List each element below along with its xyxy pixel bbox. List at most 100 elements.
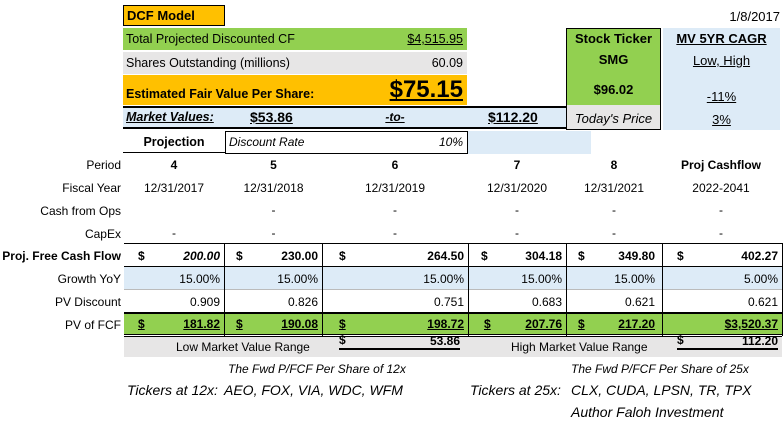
market-to: -to-	[385, 109, 405, 124]
stock-ticker-label: Stock Ticker	[574, 31, 653, 46]
growth-cell: 15.00%	[521, 272, 562, 286]
label-pv-fcf: PV of FCF	[64, 318, 121, 332]
growth-row-bg	[124, 267, 782, 289]
label-growth: Growth YoY	[57, 272, 121, 286]
fcf-cell: 200.00	[183, 249, 220, 263]
pv-fcf-dollar: $	[339, 317, 346, 331]
col-divider	[468, 243, 469, 336]
cash-ops-cell: -	[515, 203, 519, 217]
tickers-12x-label: Tickers at 12x:	[127, 382, 218, 398]
high-range-dollar: $	[677, 333, 684, 347]
fcf-dollar: $	[578, 249, 585, 263]
pv-discount-cell: 0.751	[433, 295, 464, 309]
cash-ops-cell: -	[393, 203, 397, 217]
projection-label: Projection	[123, 131, 225, 153]
pv-discount-cell: 0.621	[747, 295, 778, 309]
pv-fcf-row-bg	[124, 313, 782, 335]
fair-value: $75.15	[383, 75, 467, 105]
low-range-label: Low Market Value Range	[176, 340, 310, 354]
model-title: DCF Model	[123, 5, 225, 26]
low-range-row	[124, 337, 468, 357]
fcf-cell: 264.50	[427, 249, 464, 263]
cagr-sub: Low, High	[692, 53, 751, 68]
growth-cell: 15.00%	[423, 272, 464, 286]
label-pv-discount: PV Discount	[54, 295, 121, 309]
stock-ticker-symbol: SMG	[598, 52, 629, 67]
period-cell: 5	[270, 158, 277, 172]
fcf-dollar: $	[339, 249, 346, 263]
divider-line-3	[124, 289, 782, 290]
fiscal-year-cell: 12/31/2018	[243, 181, 304, 195]
pv-discount-cell: 0.826	[287, 295, 318, 309]
todays-price-label: Today's Price	[574, 111, 653, 126]
label-cash-ops: Cash from Ops	[40, 204, 121, 218]
capex-cell: -	[612, 226, 616, 240]
col-divider	[566, 243, 567, 336]
fcf-dollar: $	[236, 249, 243, 263]
total-cf-label: Total Projected Discounted CF	[123, 28, 383, 50]
market-low: $53.86	[250, 108, 293, 125]
cagr-box	[663, 28, 780, 130]
pv-fcf-dollar: $	[236, 317, 243, 331]
pv-fcf-dollar: $	[578, 317, 585, 331]
fiscal-year-cell: 12/31/2020	[486, 181, 548, 195]
period-cell: 8	[610, 158, 618, 172]
cash-ops-cell: -	[271, 203, 276, 217]
pv-fcf-cell: 181.82	[183, 317, 220, 331]
fwd-12x-note: The Fwd P/FCF Per Share of 12x	[228, 362, 406, 376]
label-period: Period	[86, 158, 121, 172]
pv-discount-cell: 0.683	[531, 295, 562, 309]
high-range-label: High Market Value Range	[511, 340, 648, 354]
low-range-dollar: $	[339, 333, 346, 347]
fcf-dollar: $	[138, 249, 145, 263]
col-divider	[322, 243, 323, 336]
divider-line-5	[124, 336, 782, 337]
shares-value: 60.09	[383, 52, 467, 74]
growth-cell: 15.00%	[277, 272, 318, 286]
cash-ops-cell: -	[719, 203, 723, 217]
market-high: $112.20	[488, 108, 538, 125]
col-divider	[782, 243, 783, 336]
fcf-cell: 230.00	[281, 249, 318, 263]
period-cell: 4	[170, 158, 178, 172]
capex-cell: -	[172, 226, 176, 240]
tickers-25x-label: Tickers at 25x:	[470, 382, 561, 398]
divider-line-4	[124, 312, 782, 313]
capex-cell: -	[393, 226, 397, 240]
right-blue-fill	[468, 131, 591, 154]
market-values-label: Market Values:	[126, 109, 214, 124]
period-cell: 7	[513, 158, 521, 172]
divider-line-2	[124, 266, 782, 267]
fwd-25x-note: The Fwd P/FCF Per Share of 25x	[571, 362, 749, 376]
period-cell: Proj Cashflow	[680, 158, 761, 172]
growth-cell: 5.00%	[743, 272, 778, 286]
tickers-12x-list: AEO, FOX, VIA, WDC, WFM	[224, 382, 403, 398]
divider-line-1	[124, 243, 782, 244]
discount-rate-value: 10%	[438, 135, 463, 149]
pv-fcf-cell: 207.76	[525, 317, 562, 331]
fair-value-label: Estimated Fair Value Per Share:	[123, 75, 383, 105]
fcf-cell: 402.27	[741, 249, 778, 263]
cash-ops-cell: -	[612, 203, 616, 217]
pv-fcf-dollar: $	[138, 317, 145, 331]
label-capex: CapEx	[84, 227, 121, 241]
pv-fcf-dollar: $	[484, 317, 491, 331]
capex-cell: -	[271, 226, 276, 240]
fcf-cell: 349.80	[618, 249, 655, 263]
model-date: 1/8/2017	[729, 8, 780, 24]
pv-discount-cell: 0.909	[189, 295, 220, 309]
capex-cell: -	[719, 226, 723, 240]
pv-discount-cell: 0.621	[624, 295, 655, 309]
low-range-value: 53.86	[339, 334, 460, 350]
total-cf-value: $4,515.95	[383, 28, 467, 50]
fiscal-year-cell: 12/31/2021	[583, 181, 645, 195]
discount-rate-label: Discount Rate	[229, 135, 305, 149]
cagr-title: MV 5YR CAGR	[676, 31, 767, 46]
fiscal-year-cell: 12/31/2017	[143, 181, 205, 195]
pv-fcf-cell: 190.08	[281, 317, 318, 331]
pv-fcf-cell: 217.20	[618, 317, 655, 331]
growth-cell: 15.00%	[179, 272, 220, 286]
label-fiscal-year: Fiscal Year	[62, 181, 121, 195]
capex-cell: -	[515, 226, 519, 240]
